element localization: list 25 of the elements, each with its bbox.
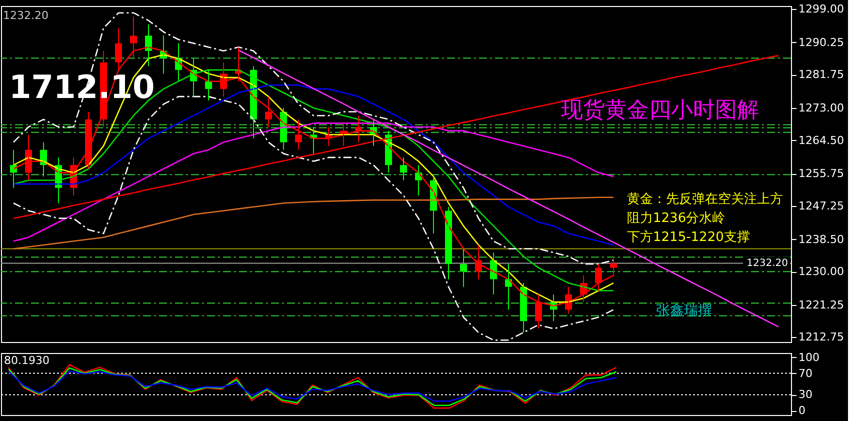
y-tick-label: 1230.00 — [798, 265, 844, 278]
annotation: 张鑫瑞撰 — [656, 303, 712, 319]
y-tick-label: 1264.50 — [798, 134, 844, 147]
annotation: 下方1215-1220支撑 — [627, 229, 750, 245]
annotation: 黄金：先反弹在空关注上方 — [627, 191, 783, 207]
annotation: 80.1930 — [4, 354, 50, 367]
y-tick-label: 1273.00 — [798, 101, 844, 114]
y-tick-label: 1238.50 — [798, 232, 844, 246]
y-tick-label: 1247.25 — [798, 199, 844, 212]
annotation: 1232.20 — [3, 9, 48, 22]
line-series — [12, 122, 614, 242]
annotation: 现货黄金四小时图解 — [561, 98, 759, 123]
annotation: 阻力1236分水岭 — [627, 211, 726, 226]
y-tick-label: 30 — [798, 388, 812, 402]
y-tick-label: 70 — [798, 366, 812, 380]
y-tick-label: 1299.00 — [798, 2, 844, 16]
y-tick-label: 1290.25 — [798, 36, 844, 49]
line-series — [12, 196, 614, 250]
ref-line-label: 1232.20 — [746, 258, 788, 270]
y-tick-label: 1281.75 — [798, 68, 844, 82]
y-tick-label: 100 — [798, 350, 820, 364]
y-tick-label: 1221.25 — [798, 298, 844, 312]
y-tick-label: 0 — [798, 404, 806, 418]
y-tick-label: 1255.75 — [798, 167, 844, 180]
y-tick-label: 1212.75 — [798, 330, 844, 344]
